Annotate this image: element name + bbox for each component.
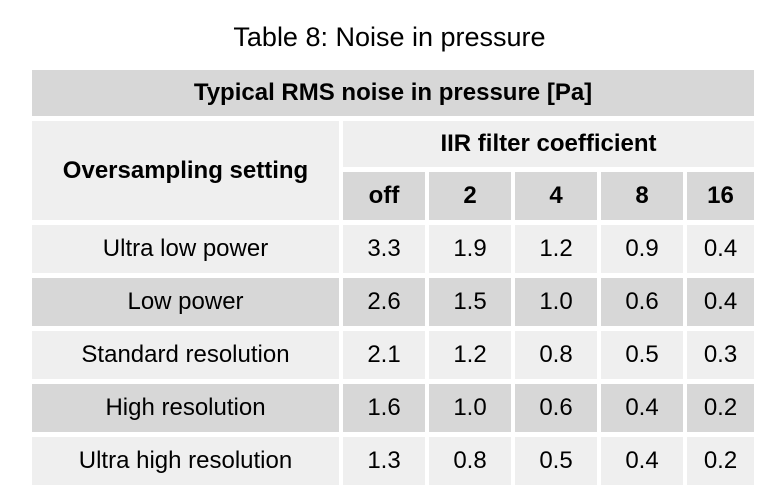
- noise-value-cell: 2.1: [343, 331, 425, 379]
- oversampling-header: Oversampling setting: [32, 121, 339, 220]
- row-label: Standard resolution: [32, 331, 339, 379]
- coefficient-header: 8: [601, 172, 683, 220]
- noise-value-cell: 0.2: [687, 384, 754, 432]
- coefficient-header: 16: [687, 172, 754, 220]
- noise-value-cell: 0.5: [515, 437, 597, 485]
- noise-value-cell: 0.4: [687, 278, 754, 326]
- noise-value-cell: 1.2: [429, 331, 511, 379]
- row-label: Low power: [32, 278, 339, 326]
- noise-value-cell: 0.8: [429, 437, 511, 485]
- noise-value-cell: 0.5: [601, 331, 683, 379]
- table-caption: Table 8: Noise in pressure: [233, 22, 546, 52]
- noise-value-cell: 1.6: [343, 384, 425, 432]
- noise-value-cell: 2.6: [343, 278, 425, 326]
- noise-value-cell: 1.2: [515, 225, 597, 273]
- coefficient-header: 2: [429, 172, 511, 220]
- noise-value-cell: 1.0: [429, 384, 511, 432]
- row-label: High resolution: [32, 384, 339, 432]
- noise-value-cell: 1.0: [515, 278, 597, 326]
- row-label: Ultra low power: [32, 225, 339, 273]
- noise-value-cell: 0.8: [515, 331, 597, 379]
- noise-value-cell: 0.2: [687, 437, 754, 485]
- noise-value-cell: 3.3: [343, 225, 425, 273]
- noise-value-cell: 0.4: [601, 437, 683, 485]
- coefficient-header: off: [343, 172, 425, 220]
- noise-value-cell: 0.4: [687, 225, 754, 273]
- noise-table: Typical RMS noise in pressure [Pa] Overs…: [32, 70, 754, 485]
- noise-value-cell: 0.3: [687, 331, 754, 379]
- table-title: Typical RMS noise in pressure [Pa]: [32, 70, 754, 116]
- noise-value-cell: 0.6: [515, 384, 597, 432]
- noise-value-cell: 1.3: [343, 437, 425, 485]
- noise-value-cell: 1.9: [429, 225, 511, 273]
- noise-value-cell: 0.9: [601, 225, 683, 273]
- noise-value-cell: 1.5: [429, 278, 511, 326]
- coefficient-header: 4: [515, 172, 597, 220]
- iir-filter-header: IIR filter coefficient: [343, 121, 754, 167]
- noise-value-cell: 0.4: [601, 384, 683, 432]
- row-label: Ultra high resolution: [32, 437, 339, 485]
- noise-value-cell: 0.6: [601, 278, 683, 326]
